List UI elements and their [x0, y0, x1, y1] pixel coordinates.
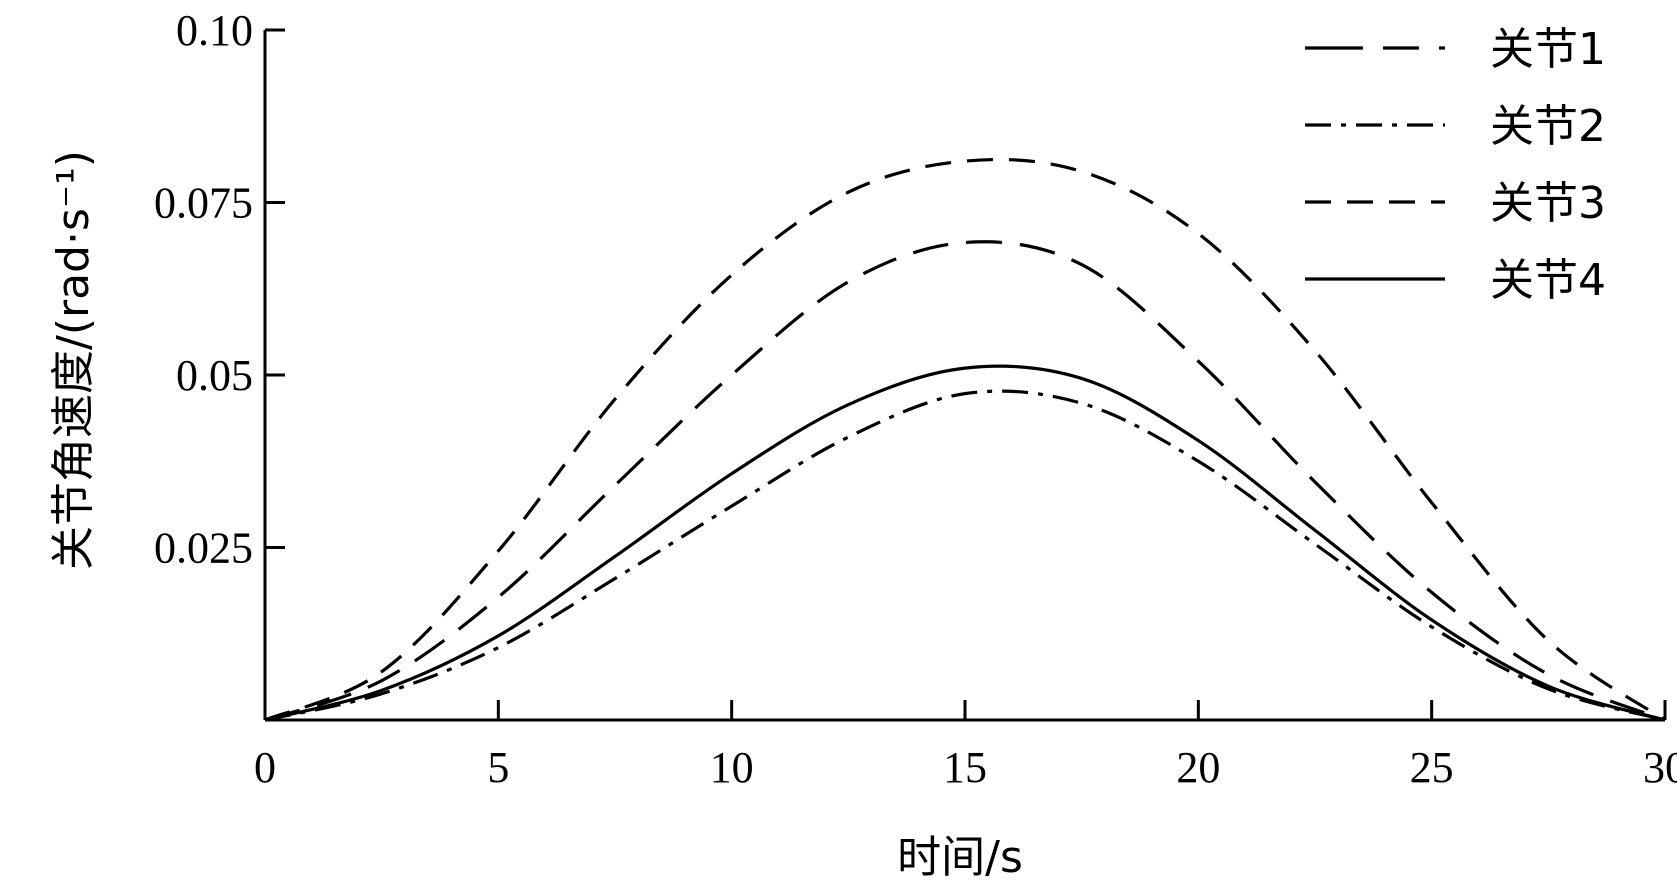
series-line-2: [264, 389, 1666, 722]
y-tick-label: 0.10: [176, 6, 253, 55]
x-tick-label: 0: [254, 743, 276, 792]
x-tick-label: 25: [1410, 743, 1454, 792]
x-tick-label: 20: [1176, 743, 1220, 792]
x-tick-label: 30: [1643, 743, 1677, 792]
series-line-4: [264, 364, 1666, 722]
series-line-1: [264, 240, 1666, 722]
y-axis-title: 关节角速度/(rad·s⁻¹): [48, 150, 99, 570]
y-ticks: 0.025 0.05 0.075 0.10: [154, 6, 285, 573]
x-tick-label: 5: [487, 743, 509, 792]
series-group: [264, 157, 1666, 722]
series-line-3: [264, 157, 1666, 722]
legend: 关节1 关节2 关节3 关节4: [1305, 24, 1606, 306]
x-tick-label: 15: [943, 743, 987, 792]
x-ticks: 0 5 10 15 20 25 30: [254, 700, 1677, 792]
legend-label-1: 关节1: [1490, 24, 1606, 75]
y-tick-label: 0.075: [154, 179, 253, 228]
legend-label-4: 关节4: [1490, 255, 1606, 306]
legend-label-3: 关节3: [1490, 178, 1606, 229]
legend-label-2: 关节2: [1490, 101, 1606, 152]
y-tick-label: 0.025: [154, 524, 253, 573]
x-tick-label: 10: [710, 743, 754, 792]
x-axis-title: 时间/s: [897, 832, 1023, 883]
y-tick-label: 0.05: [176, 351, 253, 400]
